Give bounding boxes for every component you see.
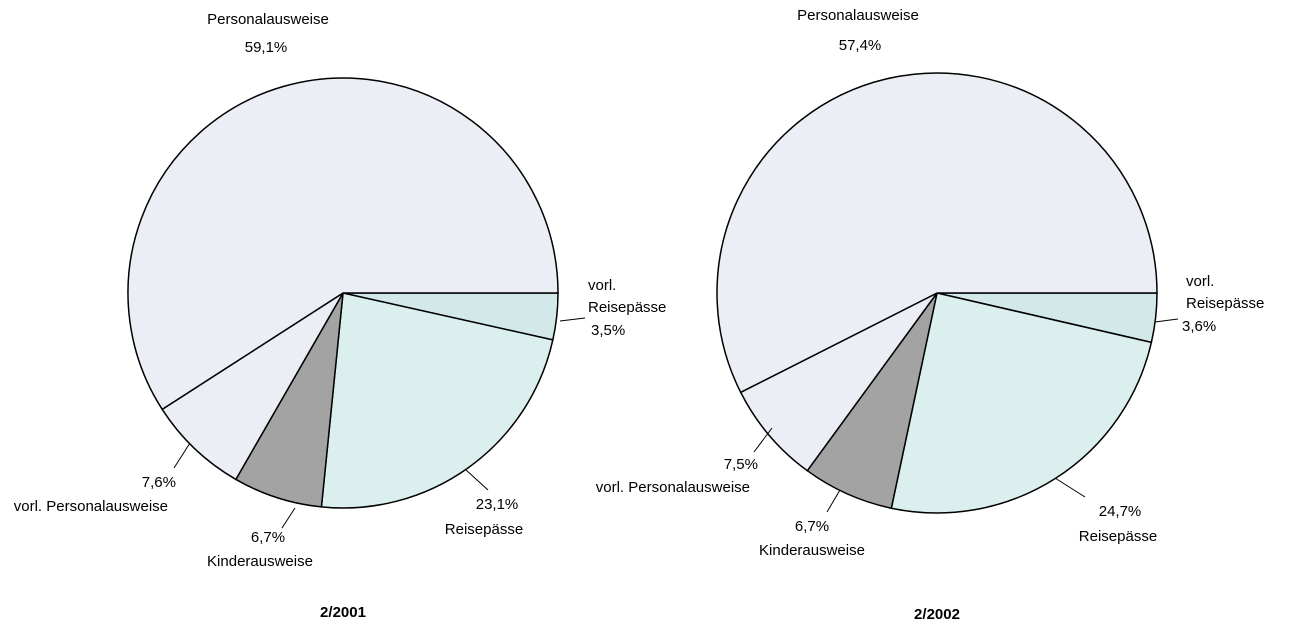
pie-slice bbox=[161, 292, 344, 481]
value-label: 6,7% bbox=[250, 529, 286, 546]
value-label: 24,7% bbox=[1098, 503, 1142, 520]
slice-label: vorl. Personalausweise bbox=[595, 479, 750, 496]
slice-label: Personalausweise bbox=[797, 7, 919, 24]
value-label: 6,7% bbox=[794, 518, 830, 535]
pie-slice bbox=[716, 72, 1158, 394]
value-label: 59,1% bbox=[244, 39, 288, 56]
chart-title: 2/2002 bbox=[914, 606, 960, 623]
leader-line bbox=[465, 469, 489, 491]
value-label: 23,1% bbox=[475, 496, 519, 513]
slice-label: vorl. Personalausweise bbox=[13, 498, 168, 515]
slice-label: Reisepässe bbox=[444, 521, 524, 538]
leader-line bbox=[173, 442, 191, 469]
chart-title: 2/2001 bbox=[320, 604, 366, 621]
value-label: 7,6% bbox=[141, 474, 176, 491]
leader-line bbox=[753, 427, 773, 453]
slice-label: vorl. Reisepässe bbox=[1186, 273, 1265, 312]
slice-label: Kinderausweise bbox=[207, 553, 313, 570]
value-label: 3,5% bbox=[591, 322, 626, 339]
value-label: 57,4% bbox=[838, 37, 882, 54]
pie-slice bbox=[739, 292, 938, 472]
slice-label: Personalausweise bbox=[207, 11, 329, 28]
slice-label: Kinderausweise bbox=[759, 542, 865, 559]
pie-slice bbox=[320, 292, 554, 509]
leader-line bbox=[1154, 318, 1179, 323]
leader-line bbox=[559, 317, 586, 322]
value-label: 7,5% bbox=[723, 456, 758, 473]
pie-slice bbox=[127, 77, 559, 411]
leader-line bbox=[1054, 477, 1086, 498]
slice-label: vorl. Reisepässe bbox=[588, 277, 667, 316]
leader-line bbox=[826, 489, 841, 513]
leader-line bbox=[281, 507, 296, 529]
value-label: 3,6% bbox=[1182, 318, 1217, 335]
slice-label: Reisepässe bbox=[1078, 528, 1158, 545]
